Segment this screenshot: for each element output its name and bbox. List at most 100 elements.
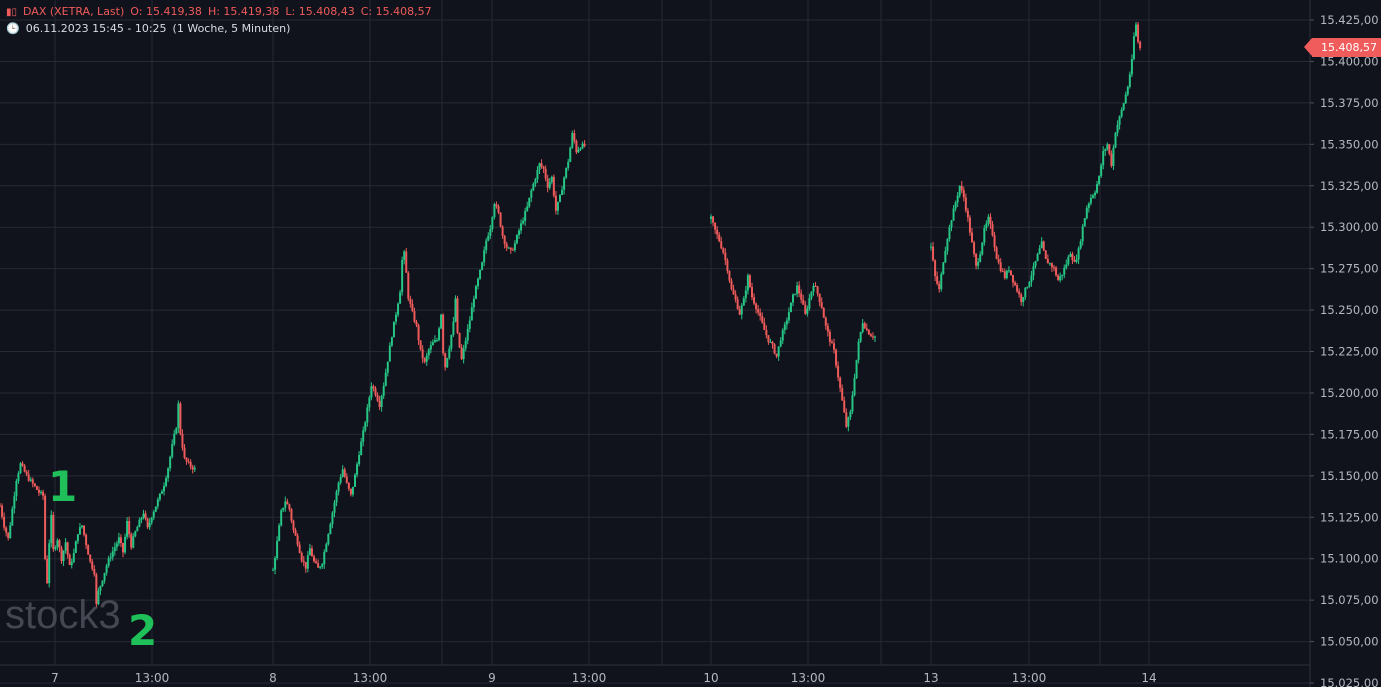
- y-tick-label: 15.275,00: [1320, 262, 1379, 276]
- candle-body: [1036, 253, 1039, 262]
- candle-body: [981, 242, 984, 255]
- candle-body: [505, 243, 508, 248]
- candle-body: [507, 247, 510, 249]
- candle-body: [354, 474, 356, 487]
- candle-body: [810, 291, 813, 299]
- candle-body: [91, 561, 94, 569]
- candle-body: [1118, 116, 1121, 125]
- candle-body: [1116, 124, 1119, 133]
- candle-body: [399, 292, 402, 304]
- candle-body: [542, 166, 545, 169]
- candle-body: [70, 562, 73, 566]
- candle-body: [515, 235, 518, 244]
- candle-body: [171, 444, 174, 457]
- candle-body: [559, 194, 561, 202]
- candle-body: [1024, 287, 1027, 298]
- candle-body: [765, 329, 768, 336]
- candle-body: [85, 534, 88, 546]
- candle-body: [495, 204, 498, 207]
- candle-body: [193, 467, 196, 470]
- candle-body: [374, 388, 377, 395]
- candle-body: [1012, 274, 1014, 283]
- candle-body: [298, 544, 301, 553]
- candle-body: [816, 286, 819, 294]
- candle-body: [753, 297, 756, 304]
- candle-body: [163, 485, 165, 492]
- candle-body: [150, 517, 153, 523]
- x-tick-label: 13: [923, 671, 938, 685]
- candle-body: [390, 337, 393, 346]
- candle-body: [288, 504, 291, 510]
- candle-body: [812, 285, 815, 292]
- candle-body: [99, 585, 102, 591]
- candle-body: [321, 564, 324, 567]
- grid-lines: [0, 0, 1310, 684]
- candle-body: [843, 400, 846, 413]
- low-value: L: 15.408,43: [285, 5, 355, 18]
- candle-body: [565, 167, 568, 178]
- candle-body: [1009, 270, 1012, 275]
- candle-body: [871, 336, 874, 338]
- candle-body: [339, 477, 342, 483]
- candle-body: [415, 321, 418, 326]
- candle-body: [1, 505, 4, 517]
- candle-body: [1042, 241, 1045, 251]
- candle-body: [1038, 248, 1041, 254]
- candle-body: [386, 361, 389, 373]
- candle-body: [472, 298, 475, 308]
- high-value: H: 15.419,38: [207, 5, 280, 18]
- candle-body: [954, 202, 957, 209]
- candle-body: [280, 510, 283, 526]
- candle-body: [1110, 153, 1113, 166]
- candle-body: [511, 249, 514, 251]
- candle-body: [48, 543, 51, 584]
- x-tick-label: 13:00: [353, 671, 388, 685]
- candle-body: [9, 525, 12, 539]
- candle-body: [1014, 282, 1017, 286]
- candle-body: [962, 190, 965, 198]
- candle-body: [581, 143, 584, 149]
- candle-body: [738, 309, 741, 315]
- candle-body: [759, 312, 762, 317]
- candle-body: [130, 534, 133, 548]
- candle-body: [419, 340, 422, 350]
- candle-body: [128, 520, 131, 535]
- candle-body: [87, 545, 90, 555]
- candle-body: [1055, 267, 1058, 276]
- candle-body: [849, 411, 852, 418]
- candle-body: [358, 455, 361, 465]
- candle-body: [325, 544, 328, 552]
- candle-body: [501, 226, 504, 236]
- candle-body: [83, 525, 86, 535]
- candle-body: [308, 548, 311, 556]
- candle-body: [944, 250, 947, 263]
- candle-body: [977, 261, 980, 266]
- candle-body: [748, 275, 751, 288]
- candle-body: [837, 365, 840, 378]
- candle-body: [1061, 274, 1064, 277]
- candle-body: [863, 323, 866, 329]
- candle-body: [874, 336, 876, 338]
- candle-body: [44, 495, 47, 559]
- candle-body: [479, 269, 482, 279]
- candle-body: [1016, 285, 1019, 292]
- candle-body: [165, 478, 168, 486]
- candle-body: [111, 551, 114, 558]
- candle-body: [1085, 207, 1088, 219]
- candle-body: [97, 590, 100, 604]
- candle-body: [550, 176, 553, 183]
- y-tick-label: 15.025,00: [1320, 676, 1379, 687]
- candle-body: [561, 189, 564, 195]
- y-tick-label: 15.075,00: [1320, 593, 1379, 607]
- annotation-marker-1: 1: [48, 462, 78, 511]
- candle-body: [117, 537, 120, 544]
- candle-body: [452, 321, 455, 335]
- candle-body: [345, 476, 348, 483]
- candle-body: [462, 348, 465, 360]
- candle-body: [144, 513, 147, 519]
- interval-label: (1 Woche, 5 Minuten): [172, 22, 291, 35]
- ohlc-header: ▮▯ DAX (XETRA, Last) O: 15.419,38 H: 15.419…: [6, 5, 438, 18]
- candle-body: [40, 491, 42, 493]
- candle-body: [964, 197, 967, 211]
